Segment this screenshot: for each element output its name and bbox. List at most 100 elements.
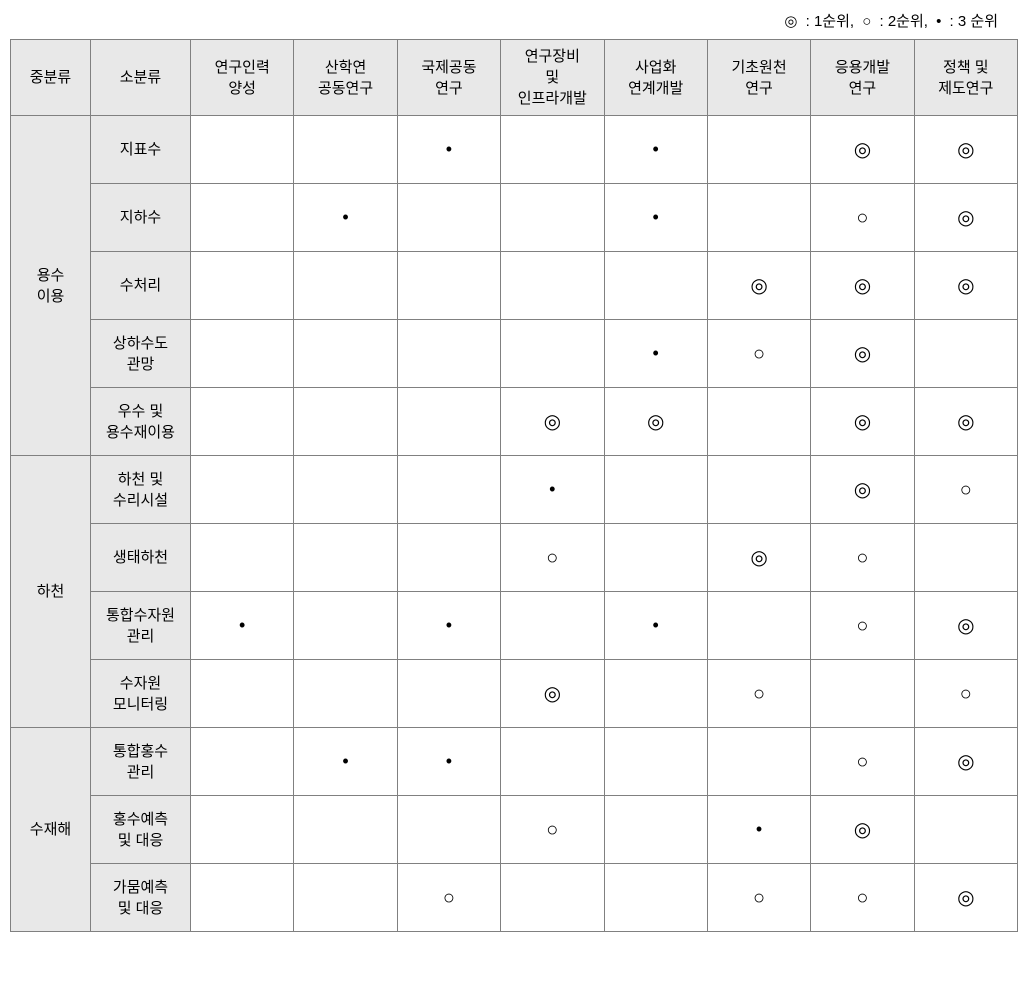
priority-cell: ○: [811, 524, 914, 592]
priority-cell: [191, 116, 294, 184]
priority-cell: ○: [707, 660, 810, 728]
priority-cell: [501, 320, 604, 388]
rank1-icon: ◎: [647, 411, 664, 433]
priority-cell: ◎: [604, 388, 707, 456]
priority-cell: [604, 728, 707, 796]
priority-cell: ○: [811, 184, 914, 252]
priority-cell: [294, 116, 397, 184]
rank1-icon: ◎: [854, 819, 871, 841]
priority-cell: •: [604, 320, 707, 388]
priority-cell: [501, 116, 604, 184]
priority-cell: ○: [501, 524, 604, 592]
rank2-icon: ○: [753, 343, 765, 365]
priority-cell: ○: [811, 728, 914, 796]
rank2-icon: ○: [960, 479, 972, 501]
priority-cell: ○: [914, 456, 1017, 524]
priority-cell: [191, 796, 294, 864]
priority-cell: [914, 796, 1017, 864]
priority-cell: ○: [707, 320, 810, 388]
table-row: 지하수 • • ○ ◎: [11, 184, 1018, 252]
rank1-icon: ◎: [750, 275, 767, 297]
rank1-icon: ◎: [544, 411, 561, 433]
col-header-c7: 응용개발연구: [811, 40, 914, 116]
priority-cell: ○: [914, 660, 1017, 728]
rank2-icon: ○: [856, 615, 868, 637]
table-row: 우수 및용수재이용◎◎◎◎: [11, 388, 1018, 456]
header-row: 중분류 소분류 연구인력양성 산학연공동연구 국제공동연구 연구장비및인프라개발…: [11, 40, 1018, 116]
priority-cell: •: [191, 592, 294, 660]
rank3-icon: •: [239, 615, 245, 635]
main-category: 하천: [11, 456, 91, 728]
priority-cell: [707, 184, 810, 252]
priority-cell: ◎: [501, 660, 604, 728]
table-row: 수재해통합홍수관리••○◎: [11, 728, 1018, 796]
priority-cell: •: [604, 184, 707, 252]
rank1-icon: ◎: [957, 411, 974, 433]
rank1-icon: ◎: [854, 343, 871, 365]
priority-cell: [191, 524, 294, 592]
rank2-icon: ○: [753, 683, 765, 705]
legend-rank3-label: : 3 순위: [950, 13, 998, 30]
priority-cell: ○: [707, 864, 810, 932]
col-header-c2: 산학연공동연구: [294, 40, 397, 116]
rank2-icon: ○: [960, 683, 972, 705]
rank1-icon: ◎: [854, 139, 871, 161]
rank3-icon: •: [342, 207, 348, 227]
priority-cell: [191, 252, 294, 320]
rank2-icon: ○: [443, 887, 455, 909]
priority-cell: [397, 320, 500, 388]
rank2-icon: ○: [856, 751, 868, 773]
col-header-c8: 정책 및제도연구: [914, 40, 1017, 116]
rank1-icon: ◎: [854, 479, 871, 501]
rank3-icon: •: [342, 751, 348, 771]
col-header-sub: 소분류: [91, 40, 191, 116]
priority-cell: ◎: [811, 252, 914, 320]
priority-cell: [707, 728, 810, 796]
priority-cell: [294, 252, 397, 320]
table-row: 가뭄예측및 대응○○○◎: [11, 864, 1018, 932]
legend-rank1-symbol: ◎: [784, 13, 797, 30]
priority-cell: [707, 116, 810, 184]
priority-cell: ◎: [914, 116, 1017, 184]
priority-cell: ◎: [914, 184, 1017, 252]
rank3-icon: •: [653, 207, 659, 227]
rank2-icon: ○: [856, 207, 868, 229]
priority-cell: [191, 864, 294, 932]
priority-cell: [604, 660, 707, 728]
main-category: 수재해: [11, 728, 91, 932]
col-header-c4: 연구장비및인프라개발: [501, 40, 604, 116]
priority-cell: [604, 456, 707, 524]
table-body: 용수이용지표수••◎◎지하수••○◎수처리◎◎◎상하수도관망•○◎우수 및용수재…: [11, 116, 1018, 932]
priority-cell: [604, 524, 707, 592]
col-header-c1: 연구인력양성: [191, 40, 294, 116]
priority-cell: [294, 592, 397, 660]
table-row: 통합수자원관리•••○◎: [11, 592, 1018, 660]
legend-rank2-label: : 2순위,: [879, 13, 927, 30]
table-row: 용수이용지표수••◎◎: [11, 116, 1018, 184]
priority-cell: [191, 184, 294, 252]
table-row: 수자원모니터링◎○○: [11, 660, 1018, 728]
priority-cell: [707, 388, 810, 456]
priority-cell: ◎: [707, 252, 810, 320]
table-row: 홍수예측및 대응○•◎: [11, 796, 1018, 864]
priority-cell: [294, 524, 397, 592]
rank3-icon: •: [446, 615, 452, 635]
priority-cell: [811, 660, 914, 728]
sub-category: 지하수: [91, 184, 191, 252]
main-category: 용수이용: [11, 116, 91, 456]
rank3-icon: •: [653, 139, 659, 159]
priority-cell: ◎: [811, 320, 914, 388]
rank2-icon: ○: [546, 547, 558, 569]
rank1-icon: ◎: [854, 275, 871, 297]
priority-cell: [294, 660, 397, 728]
priority-cell: ◎: [811, 796, 914, 864]
priority-cell: [397, 456, 500, 524]
legend-rank1-label: : 1순위,: [806, 13, 854, 30]
priority-cell: ◎: [501, 388, 604, 456]
priority-cell: [707, 456, 810, 524]
priority-cell: [914, 524, 1017, 592]
rank1-icon: ◎: [544, 683, 561, 705]
priority-cell: [294, 864, 397, 932]
sub-category: 홍수예측및 대응: [91, 796, 191, 864]
priority-cell: ◎: [811, 388, 914, 456]
